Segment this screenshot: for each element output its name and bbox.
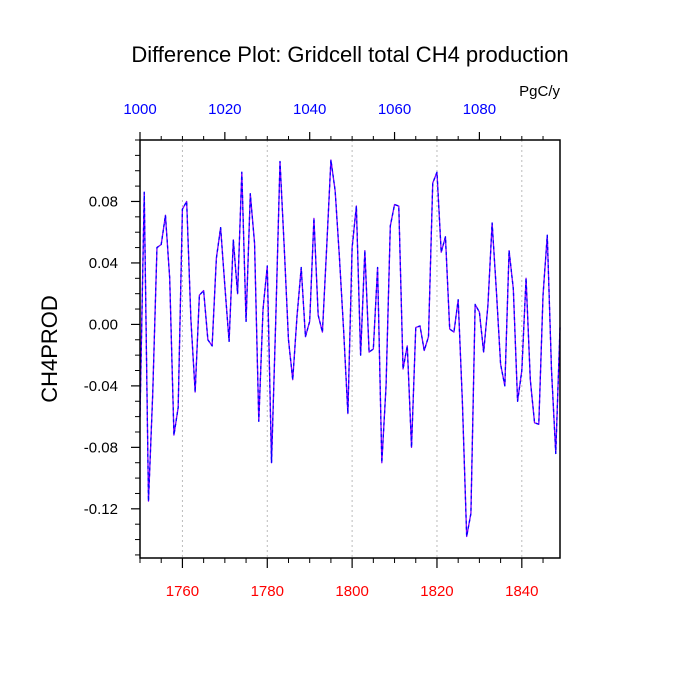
top-tick-label: 1080 <box>463 101 496 118</box>
y-axis-label: CH4PROD <box>37 295 62 403</box>
y-tick-label: -0.04 <box>84 378 118 395</box>
y-tick-label: -0.08 <box>84 439 118 456</box>
top-tick-label: 1040 <box>293 101 326 118</box>
plot-frame <box>139 139 561 559</box>
top-tick-label: 1060 <box>378 101 411 118</box>
top-tick-label: 1020 <box>208 101 241 118</box>
y-tick-label: 0.08 <box>89 193 118 210</box>
axis-ticks <box>131 132 544 568</box>
y-tick-label: 0.00 <box>89 316 118 333</box>
y-tick-label: 0.04 <box>89 255 118 272</box>
series-line <box>139 159 561 538</box>
x-tick-label: 1800 <box>335 583 368 600</box>
top-tick-label: 1000 <box>123 101 156 118</box>
plot-series <box>139 159 561 538</box>
x-tick-label: 1820 <box>420 583 453 600</box>
units-label: PgC/y <box>519 83 560 100</box>
chart-title: Difference Plot: Gridcell total CH4 prod… <box>131 42 568 67</box>
x-tick-label: 1840 <box>505 583 538 600</box>
series-line-dashes <box>139 159 561 538</box>
x-tick-label: 1760 <box>166 583 199 600</box>
tick-labels: 1760 1780 1800 1820 1840 1000 1020 1040 1060 1080… <box>84 101 539 600</box>
y-tick-label: -0.12 <box>84 501 118 518</box>
x-tick-label: 1780 <box>251 583 284 600</box>
